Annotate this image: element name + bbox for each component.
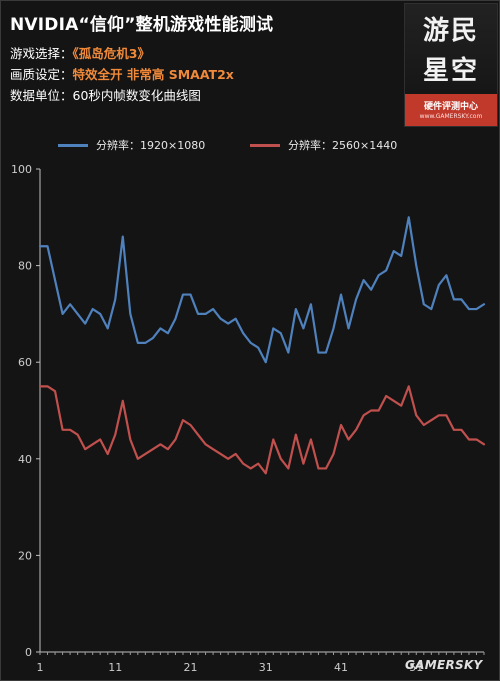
unit-value: 60秒内帧数变化曲线图 bbox=[72, 88, 201, 103]
logo-chars-line2: 星空 bbox=[422, 56, 479, 86]
logo-url: www.GAMERSKY.com bbox=[419, 113, 483, 120]
game-row: 游戏选择：《孤岛危机3》 bbox=[10, 43, 400, 64]
legend-label-series2: 分辨率：2560×1440 bbox=[288, 139, 398, 152]
y-tick-label: 60 bbox=[18, 356, 32, 369]
legend-swatch-series1 bbox=[58, 143, 88, 147]
series-line-2 bbox=[38, 385, 486, 475]
x-tick-label: 31 bbox=[259, 661, 273, 674]
x-tick-label: 41 bbox=[334, 661, 348, 674]
legend-item-series1: 分辨率：1920×1080 bbox=[58, 137, 205, 153]
logo-subtitle: 硬件评测中心 bbox=[423, 102, 478, 112]
unit-row: 数据单位：60秒内帧数变化曲线图 bbox=[10, 85, 400, 106]
quality-value: 特效全开 非常高 SMAAT2x bbox=[72, 67, 234, 82]
logo-top-panel: 游民 星空 bbox=[405, 4, 497, 94]
legend-swatch-series2 bbox=[250, 143, 280, 147]
x-tick-label: 11 bbox=[108, 661, 122, 674]
chart-legend: 分辨率：1920×1080 分辨率：2560×1440 bbox=[0, 137, 500, 153]
unit-label: 数据单位： bbox=[10, 88, 73, 103]
page-title: NVIDIA“信仰”整机游戏性能测试 bbox=[10, 15, 274, 35]
quality-row: 画质设定：特效全开 非常高 SMAAT2x bbox=[10, 64, 400, 85]
game-label: 游戏选择： bbox=[10, 46, 73, 61]
y-tick-label: 40 bbox=[18, 453, 32, 466]
y-tick-label: 20 bbox=[18, 549, 32, 562]
x-tick-label: 21 bbox=[184, 661, 198, 674]
y-tick-label: 0 bbox=[25, 646, 32, 659]
x-tick-label: 1 bbox=[37, 661, 44, 674]
x-tick-label: 51 bbox=[409, 661, 423, 674]
y-tick-label: 80 bbox=[18, 260, 32, 273]
series-line-1 bbox=[38, 216, 486, 364]
header: NVIDIA“信仰”整机游戏性能测试 游戏选择：《孤岛危机3》 画质设定：特效全… bbox=[10, 10, 400, 106]
gamersky-watermark: GAMERSKY bbox=[405, 658, 483, 672]
logo-chars-line1: 游民 bbox=[422, 16, 479, 46]
gamersky-logo: 游民 星空 硬件评测中心 www.GAMERSKY.com bbox=[404, 3, 498, 127]
logo-red-bar: 硬件评测中心 www.GAMERSKY.com bbox=[405, 94, 497, 126]
legend-item-series2: 分辨率：2560×1440 bbox=[250, 137, 397, 153]
game-value: 《孤岛危机3》 bbox=[72, 46, 150, 61]
legend-label-series1: 分辨率：1920×1080 bbox=[96, 139, 206, 152]
y-tick-label: 100 bbox=[11, 163, 32, 176]
quality-label: 画质设定： bbox=[10, 67, 73, 82]
